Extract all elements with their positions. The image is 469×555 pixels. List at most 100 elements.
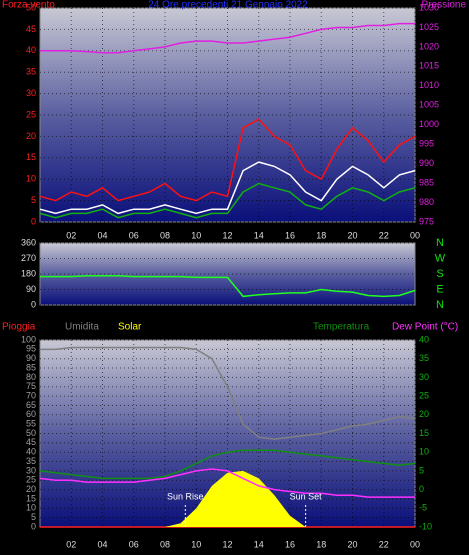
x-tick-label: 12	[222, 230, 232, 240]
y-tick-label: 45	[26, 24, 36, 34]
y2-tick-label: 1005	[419, 100, 439, 110]
x-tick-label: 18	[316, 230, 326, 240]
y-tick-label: 15	[26, 493, 36, 503]
y-tick-label: 180	[21, 268, 36, 278]
y-tick-label: 65	[26, 400, 36, 410]
x-tick-label: 08	[160, 230, 170, 240]
y2-tick-label: 1010	[419, 80, 439, 90]
y-tick-label: 35	[26, 67, 36, 77]
y-tick-label: 95	[26, 344, 36, 354]
y-tick-label: 35	[26, 456, 36, 466]
y-tick-label: 90	[26, 353, 36, 363]
x-tick-label: 06	[129, 539, 139, 549]
y-tick-label: 75	[26, 381, 36, 391]
y2-tick-label: 30	[419, 372, 429, 382]
y2-tick-label: 985	[419, 177, 434, 187]
y2-tick-label: 980	[419, 197, 434, 207]
chart-title: 24 Ore precedenti 21 Gennaio 2022	[148, 0, 308, 11]
y-tick-label: 50	[26, 2, 36, 12]
annotation: Sun Rise	[167, 491, 204, 501]
y2-tick-label: 990	[419, 158, 434, 168]
y-tick-label: 85	[26, 362, 36, 372]
line	[40, 346, 416, 440]
y-tick-label: 55	[26, 419, 36, 429]
y2-tick-label: 20	[419, 409, 429, 419]
x-tick-label: 08	[160, 539, 170, 549]
y-tick-label: 100	[21, 334, 36, 344]
y-tick-label: 0	[31, 216, 36, 226]
y2-tick-label: 1025	[419, 22, 439, 32]
line	[39, 182, 416, 219]
y2-tick-label: 1000	[419, 119, 439, 129]
y2-tick-label: 0	[419, 484, 424, 494]
x-tick-label: 22	[379, 230, 389, 240]
legend-entry: Pioggia	[2, 322, 36, 333]
x-tick-label: 14	[254, 230, 264, 240]
x-tick-label: 12	[222, 539, 232, 549]
y-tick-label: 70	[26, 390, 36, 400]
x-tick-label: 14	[254, 539, 264, 549]
y-tick-label: 10	[26, 503, 36, 513]
y2-tick-label: 35	[419, 353, 429, 363]
y2-tick-label: E	[436, 283, 443, 295]
y-tick-label: 60	[26, 409, 36, 419]
y-tick-label: 25	[26, 109, 36, 119]
y-tick-label: 50	[26, 428, 36, 438]
y2-tick-label: 25	[419, 390, 429, 400]
x-tick-label: 16	[285, 230, 295, 240]
y-tick-label: 25	[26, 475, 36, 485]
y2-tick-label: 5	[419, 465, 424, 475]
y2-tick-label: 10	[419, 447, 429, 457]
line	[39, 161, 416, 215]
x-tick-label: 00	[410, 539, 420, 549]
y-tick-label: 5	[31, 195, 36, 205]
x-tick-label: 00	[410, 230, 420, 240]
line	[39, 118, 416, 202]
legend-entry: Solar	[118, 322, 142, 333]
y-tick-label: 360	[21, 237, 36, 247]
y2-tick-label: -10	[419, 521, 432, 531]
line	[39, 449, 416, 480]
y-tick-label: 15	[26, 152, 36, 162]
y2-tick-label: 1020	[419, 41, 439, 51]
y-tick-label: 90	[26, 284, 36, 294]
y-tick-label: 0	[31, 521, 36, 531]
y2-tick-label: -5	[419, 503, 427, 513]
y-tick-label: 270	[21, 253, 36, 263]
y-tick-label: 40	[26, 45, 36, 55]
legend-entry: Umidita	[65, 322, 99, 333]
x-tick-label: 04	[97, 230, 107, 240]
y-tick-label: 30	[26, 465, 36, 475]
x-tick-label: 06	[129, 230, 139, 240]
y-tick-label: 20	[26, 131, 36, 141]
y-tick-label: 45	[26, 437, 36, 447]
x-tick-label: 16	[285, 539, 295, 549]
line	[40, 274, 416, 298]
y2-tick-label: 15	[419, 428, 429, 438]
x-tick-label: 02	[66, 230, 76, 240]
x-tick-label: 20	[347, 230, 357, 240]
x-tick-label: 20	[347, 539, 357, 549]
x-tick-label: 18	[316, 539, 326, 549]
area	[40, 470, 415, 527]
line	[40, 22, 415, 54]
y2-tick-label: N	[436, 237, 444, 249]
y2-tick-label: 1015	[419, 61, 439, 71]
x-tick-label: 10	[191, 539, 201, 549]
y-tick-label: 30	[26, 88, 36, 98]
y-axis-label: Forza vento	[2, 0, 55, 11]
y2-tick-label: 995	[419, 139, 434, 149]
annotation: Sun Set	[290, 491, 323, 501]
y-tick-label: 0	[31, 299, 36, 309]
y2-tick-label: N	[436, 299, 444, 311]
y2-tick-label: S	[436, 268, 443, 280]
y2-tick-label: 1030	[419, 2, 439, 12]
line	[39, 468, 415, 498]
x-tick-label: 10	[191, 230, 201, 240]
y2-tick-label: 975	[419, 216, 434, 226]
x-tick-label: 02	[66, 539, 76, 549]
y-tick-label: 40	[26, 447, 36, 457]
legend-entry: Dew Point (°C)	[392, 322, 458, 333]
y2-tick-label: 40	[419, 334, 429, 344]
